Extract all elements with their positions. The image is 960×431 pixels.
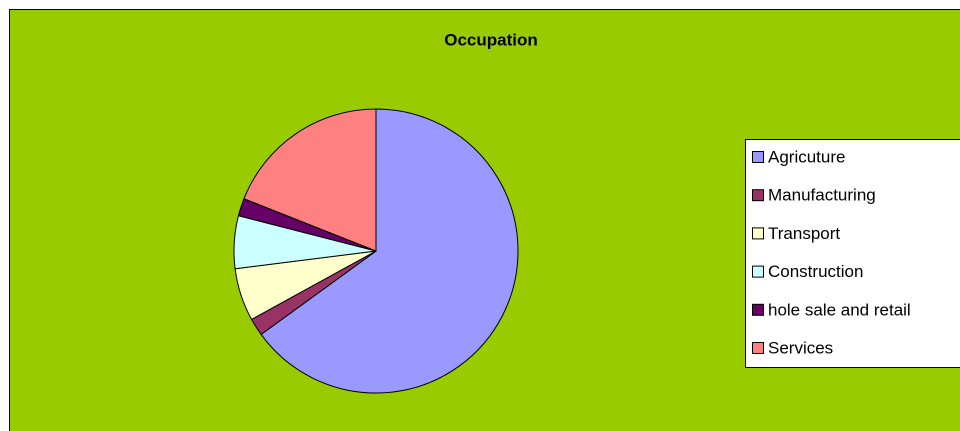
legend-label: Services xyxy=(768,338,833,357)
chart-title: Occupation xyxy=(444,30,538,49)
legend-label: Transport xyxy=(768,224,840,243)
legend-label: Agricuture xyxy=(768,147,845,166)
pie-slice xyxy=(243,108,377,252)
legend-label: hole sale and retail xyxy=(768,300,911,319)
legend-swatch xyxy=(752,342,764,354)
legend-swatch xyxy=(752,151,764,163)
legend-swatch xyxy=(752,227,764,240)
legend-swatch xyxy=(752,303,764,316)
legend-label: Construction xyxy=(768,262,863,281)
legend-swatch xyxy=(752,265,764,278)
legend-label: Manufacturing xyxy=(768,186,876,205)
legend xyxy=(745,139,960,368)
legend-swatch xyxy=(752,189,764,202)
pie-slice xyxy=(260,108,519,394)
